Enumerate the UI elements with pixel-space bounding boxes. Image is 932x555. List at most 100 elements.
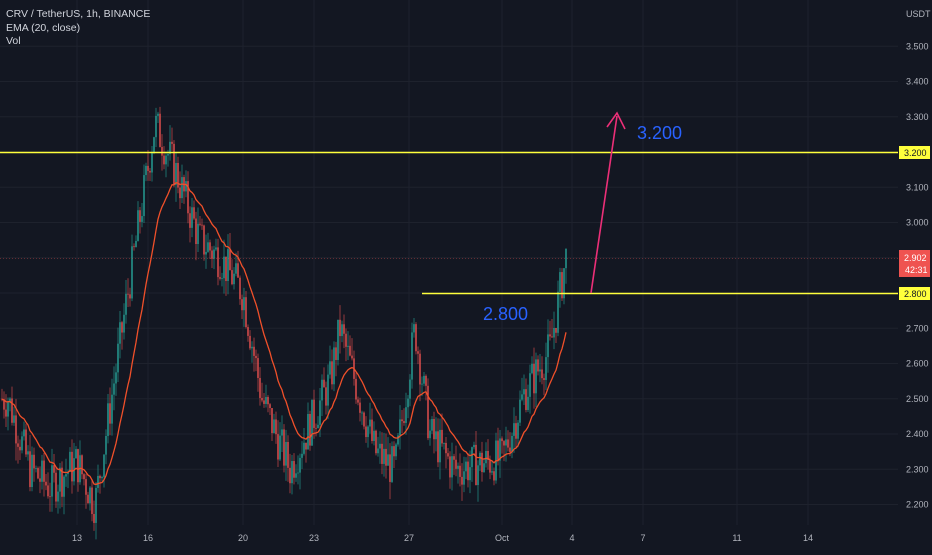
candle-body: [395, 444, 397, 457]
legend-ema[interactable]: EMA (20, close): [6, 21, 81, 34]
candle-body: [455, 459, 457, 469]
candle-body: [207, 242, 209, 252]
candle-body: [305, 442, 307, 450]
candle-body: [121, 322, 123, 333]
candle-body: [181, 177, 183, 199]
legend-vol[interactable]: Vol: [6, 35, 21, 47]
time-tick-label: 4: [569, 533, 574, 543]
candle-body: [279, 435, 281, 460]
candle-body: [545, 357, 547, 380]
candle-body: [419, 353, 421, 385]
candle-body: [13, 415, 15, 423]
candle-body: [453, 456, 455, 460]
candle-body: [493, 471, 495, 481]
candle-body: [557, 291, 559, 333]
candle-body: [3, 399, 5, 410]
time-axis[interactable]: 13 16 20 23 27 Oct 4 7 11 14: [72, 533, 813, 543]
candle-body: [293, 461, 295, 478]
candle-body: [351, 355, 353, 359]
candle-body: [325, 387, 327, 406]
candle-body: [441, 429, 443, 444]
candle-body: [329, 361, 331, 375]
candle-body: [291, 461, 293, 484]
candle-body: [115, 372, 117, 384]
candle-body: [497, 440, 499, 461]
candle-body: [301, 453, 303, 458]
candle-body: [369, 419, 371, 427]
candle-body: [447, 453, 449, 457]
candle-body: [491, 471, 493, 473]
current-price-tag-bg: [899, 250, 930, 277]
candle-body: [51, 465, 53, 497]
candle-body: [53, 465, 55, 473]
candle-body: [221, 278, 223, 280]
candle-body: [533, 363, 535, 394]
candle-body: [297, 472, 299, 474]
candle-body: [443, 442, 445, 444]
candle-body: [109, 403, 111, 424]
price-tick-label: 2.500: [906, 394, 929, 404]
candle-body: [35, 468, 37, 469]
candle-body: [175, 162, 177, 185]
candle-body: [543, 378, 545, 380]
candle-body: [119, 322, 121, 344]
candle-body: [387, 454, 389, 466]
candle-body: [273, 419, 275, 434]
candle-body: [157, 113, 159, 116]
candle-body: [195, 218, 197, 245]
candle-body: [333, 347, 335, 385]
candle-body: [255, 355, 257, 359]
candle-body: [133, 246, 135, 248]
countdown-tag: 42:31: [905, 265, 928, 275]
candle-body: [385, 448, 387, 466]
candle-body: [473, 444, 475, 448]
price-tick-label: 2.600: [906, 359, 929, 369]
candle-body: [359, 402, 361, 413]
candle-body: [151, 153, 153, 173]
legend-symbol[interactable]: CRV / TetherUS, 1h, BINANCE: [6, 8, 151, 20]
candle-body: [549, 334, 551, 337]
candle-body: [107, 403, 109, 436]
candle-body: [275, 419, 277, 435]
candle-body: [349, 345, 351, 356]
candle-body: [281, 429, 283, 436]
candle-body: [229, 249, 231, 271]
candle-body: [237, 263, 239, 278]
candle-body: [287, 442, 289, 468]
candle-body: [515, 423, 517, 439]
candle-body: [503, 441, 505, 446]
candle-body: [355, 378, 357, 400]
candle-body: [105, 435, 107, 455]
candle-body: [367, 426, 369, 438]
candle-body: [505, 439, 507, 446]
projection-arrowhead: [606, 111, 626, 130]
candle-body: [33, 454, 35, 469]
candle-body: [71, 451, 73, 482]
candle-body: [1, 398, 3, 400]
candle-body: [29, 451, 31, 488]
candle-body: [37, 468, 39, 479]
candle-body: [295, 473, 297, 478]
candle-body: [177, 162, 179, 188]
time-tick-label: Oct: [495, 533, 510, 543]
candle-body: [391, 446, 393, 482]
candle-body: [397, 435, 399, 445]
candle-body: [525, 389, 527, 410]
price-tick-label: 3.000: [906, 218, 929, 228]
candle-body: [429, 430, 431, 439]
candle-body: [381, 443, 383, 464]
candle-body: [173, 143, 175, 185]
candle-body: [239, 277, 241, 300]
candle-body: [113, 383, 115, 395]
candle-body: [83, 474, 85, 480]
current-price-tag: 2.902: [904, 253, 927, 263]
candle-body: [217, 247, 219, 278]
candle-body: [487, 450, 489, 460]
candle-body: [407, 398, 409, 408]
candle-body: [563, 268, 565, 299]
candle-body: [201, 224, 203, 226]
candle-body: [243, 297, 245, 311]
candle-body: [551, 336, 553, 338]
